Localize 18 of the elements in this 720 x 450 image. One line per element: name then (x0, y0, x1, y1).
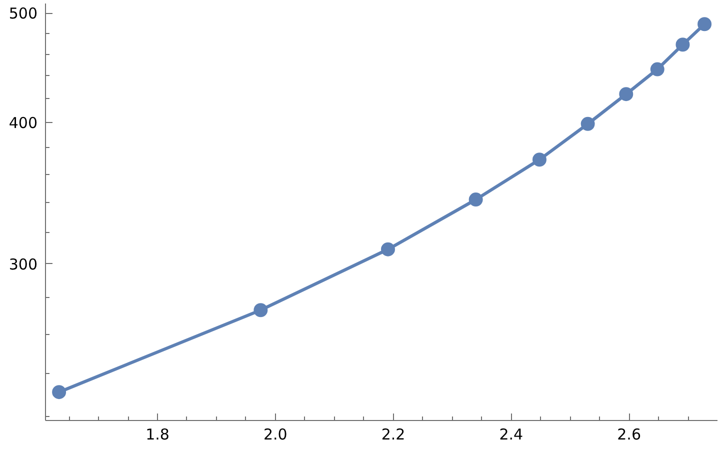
point (619, 87, 634, 102)
y-tick-label: 500 (8, 4, 38, 23)
point (52, 385, 66, 400)
x-tick-label: 2.6 (617, 426, 642, 444)
point (380, 242, 395, 256)
x-tick-label: 2.2 (381, 426, 406, 444)
x-tick-label: 2.4 (499, 426, 524, 444)
y-tick-label: 300 (8, 255, 38, 274)
y-tick-label: 400 (8, 114, 38, 132)
point (254, 303, 268, 318)
x-tick-label: 2.0 (263, 426, 288, 444)
point (698, 17, 712, 32)
point (580, 116, 595, 131)
point (532, 152, 546, 167)
x-tick-label: 1.8 (146, 426, 170, 444)
point (468, 192, 483, 207)
point (650, 62, 664, 76)
point (676, 38, 690, 52)
